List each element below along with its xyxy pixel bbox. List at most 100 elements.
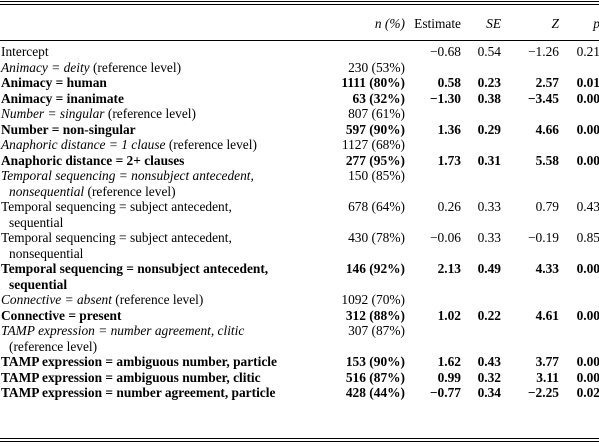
row-label-line: Anaphoric distance = 1 clause (reference… bbox=[1, 137, 303, 153]
cell-se bbox=[461, 60, 501, 76]
row-label: TAMP expression = number agreement, part… bbox=[0, 385, 303, 401]
cell-z: 2.57 bbox=[535, 75, 559, 90]
row-label-line2: nonsequential (reference level) bbox=[1, 184, 303, 200]
row-label-line2: sequential bbox=[1, 215, 303, 231]
row-label-text: Animacy = inanimate bbox=[1, 90, 124, 106]
row-label-line2-text: nonsequential bbox=[9, 245, 84, 261]
cell-p bbox=[559, 292, 599, 308]
row-label-line: TAMP expression = ambiguous number, part… bbox=[1, 354, 303, 370]
cell-estimate: 1.62 bbox=[437, 354, 461, 369]
row-label-line: TAMP expression = number agreement, part… bbox=[1, 385, 303, 401]
cell-p: 0.00 bbox=[576, 369, 599, 385]
cell-p bbox=[559, 137, 599, 153]
header-p: p bbox=[559, 8, 599, 38]
table-row: Anaphoric distance = 2+ clauses 277 (95%)… bbox=[0, 153, 599, 169]
cell-p: 0.01 bbox=[576, 75, 599, 90]
row-label: Connective = absent (reference level) bbox=[0, 292, 303, 308]
row-label-text: Animacy = human bbox=[1, 75, 107, 90]
cell-p bbox=[559, 60, 599, 76]
cell-z: −1.26 bbox=[528, 44, 559, 59]
cell-se: 0.49 bbox=[477, 261, 501, 276]
row-label-text: TAMP expression = ambiguous number, clit… bbox=[1, 369, 261, 385]
row-label-line: Temporal sequencing = nonsubject anteced… bbox=[1, 261, 303, 277]
table-row: Temporal sequencing = subject antecedent… bbox=[0, 199, 599, 230]
cell-estimate: 0.58 bbox=[437, 75, 461, 90]
row-label-line: Connective = present bbox=[1, 308, 303, 324]
cell-p: 0.85 bbox=[576, 230, 599, 245]
cell-estimate bbox=[406, 60, 461, 76]
row-label: Anaphoric distance = 2+ clauses bbox=[0, 153, 303, 169]
row-label-text: TAMP expression = ambiguous number, part… bbox=[1, 354, 277, 369]
cell-se: 0.23 bbox=[477, 75, 501, 90]
cell-z: −2.25 bbox=[527, 385, 559, 400]
cell-p: 0.00 bbox=[576, 354, 599, 369]
header-se: SE bbox=[486, 15, 501, 31]
cell-n: 146 (92%) bbox=[345, 261, 405, 276]
row-label-line2-text: (reference level) bbox=[9, 338, 98, 354]
cell-p: 0.43 bbox=[576, 199, 599, 214]
cell-se: 0.22 bbox=[477, 307, 501, 323]
cell-n: 1092 (70%) bbox=[341, 292, 405, 307]
cell-estimate: −1.30 bbox=[429, 90, 461, 106]
cell-z: 3.11 bbox=[536, 369, 559, 385]
row-label: Anaphoric distance = 1 clause (reference… bbox=[0, 137, 303, 153]
cell-p bbox=[559, 323, 599, 354]
cell-z bbox=[501, 137, 559, 153]
row-label: TAMP expression = number agreement, clit… bbox=[0, 323, 303, 354]
table-row: Intercept −0.68 0.54 −1.26 0.21 bbox=[0, 44, 599, 60]
row-label-text: Intercept bbox=[1, 44, 49, 59]
row-label-text: Temporal sequencing = subject antecedent… bbox=[1, 230, 232, 245]
cell-z: 3.77 bbox=[535, 354, 559, 369]
cell-n: 1127 (68%) bbox=[341, 137, 405, 152]
header-n: n (%) bbox=[374, 15, 405, 31]
cell-estimate: 2.13 bbox=[437, 261, 461, 276]
cell-p: 0.00 bbox=[576, 261, 599, 276]
cell-estimate bbox=[406, 168, 461, 199]
row-label-line2-italic: nonsequential bbox=[9, 183, 85, 199]
cell-se: 0.33 bbox=[477, 230, 501, 245]
cell-estimate bbox=[406, 106, 461, 122]
row-label-text: Number = non-singular bbox=[1, 121, 136, 137]
cell-z: 5.58 bbox=[535, 152, 559, 168]
table-row: TAMP expression = number agreement, clit… bbox=[0, 323, 599, 354]
cell-n: 153 (90%) bbox=[345, 354, 405, 369]
cell-estimate: −0.68 bbox=[430, 44, 461, 59]
cell-z bbox=[501, 292, 559, 308]
row-label: TAMP expression = ambiguous number, part… bbox=[0, 354, 303, 370]
cell-n: 428 (44%) bbox=[345, 385, 405, 400]
cell-n: 807 (61%) bbox=[348, 106, 405, 121]
header-label bbox=[0, 8, 303, 38]
row-label-line: TAMP expression = ambiguous number, clit… bbox=[1, 370, 303, 386]
cell-estimate: 0.99 bbox=[437, 369, 461, 385]
cell-p: 0.21 bbox=[576, 44, 599, 59]
cell-estimate bbox=[406, 323, 461, 354]
table-row: TAMP expression = ambiguous number, clit… bbox=[0, 370, 599, 386]
cell-z: −3.45 bbox=[527, 90, 559, 106]
cell-se: 0.54 bbox=[477, 44, 501, 59]
cell-se: 0.38 bbox=[477, 90, 501, 106]
row-label-text: (reference level) bbox=[89, 59, 182, 75]
cell-estimate: 1.73 bbox=[437, 152, 461, 168]
row-label-text: Temporal sequencing = nonsubject anteced… bbox=[1, 261, 269, 276]
cell-se bbox=[461, 168, 501, 199]
header-estimate: Estimate bbox=[414, 15, 461, 31]
row-label: Intercept bbox=[0, 44, 303, 60]
row-label-text: TAMP expression = number agreement, part… bbox=[1, 385, 276, 400]
cell-se: 0.34 bbox=[477, 385, 501, 400]
cell-z bbox=[501, 323, 559, 354]
row-label-text: (reference level) bbox=[165, 137, 257, 152]
row-label-text: Temporal sequencing = subject antecedent… bbox=[1, 199, 232, 214]
row-label: Temporal sequencing = nonsubject anteced… bbox=[0, 168, 303, 199]
cell-se bbox=[461, 137, 501, 153]
row-label: TAMP expression = ambiguous number, clit… bbox=[0, 370, 303, 386]
header-rule bbox=[0, 40, 599, 41]
cell-n: 150 (85%) bbox=[348, 168, 405, 183]
row-label: Animacy = inanimate bbox=[0, 91, 303, 107]
row-label: Temporal sequencing = subject antecedent… bbox=[0, 199, 303, 230]
row-label-line: TAMP expression = number agreement, clit… bbox=[1, 323, 303, 339]
row-label: Animacy = deity (reference level) bbox=[0, 60, 303, 76]
row-label-line: Temporal sequencing = subject antecedent… bbox=[1, 199, 303, 215]
row-label-line2-text: sequential bbox=[9, 276, 68, 292]
row-label: Connective = present bbox=[0, 308, 303, 324]
